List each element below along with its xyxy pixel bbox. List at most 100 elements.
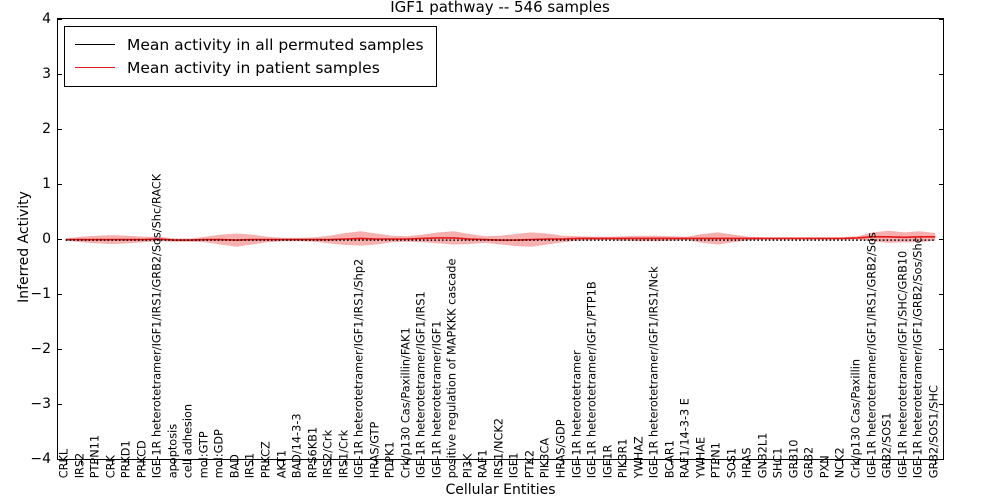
x-tick-label: BCAR1 <box>663 440 677 479</box>
x-tick-label: SHC1 <box>772 447 786 479</box>
y-tick-label: 3 <box>42 66 51 82</box>
y-tick-label: 4 <box>42 11 51 27</box>
y-tick-mark <box>57 404 62 405</box>
x-tick-mark <box>189 460 191 465</box>
x-tick-mark <box>640 460 642 465</box>
x-tick-label: HRAS/GTP <box>368 421 382 479</box>
confidence-band <box>65 230 936 247</box>
x-tick-mark <box>158 460 160 465</box>
x-tick-label: RAF1 <box>477 449 491 479</box>
x-tick-label: PIK3CA <box>539 437 553 479</box>
x-tick-label: mol:GTP <box>197 431 211 479</box>
x-tick-label: cell adhesion <box>182 403 196 479</box>
y-tick-mark <box>939 239 944 240</box>
y-tick-label: 1 <box>42 176 51 192</box>
x-tick-mark <box>764 460 766 465</box>
y-tick-mark <box>939 19 944 20</box>
y-tick-label: 0 <box>42 231 51 247</box>
x-tick-label: IGF-1R heterotetramer/IGF1/SHC/GRB10 <box>896 250 910 479</box>
x-tick-label: BAD <box>228 454 242 479</box>
x-tick-mark <box>686 460 688 465</box>
x-tick-label: mol:GDP <box>213 429 227 479</box>
x-tick-mark <box>873 460 875 465</box>
x-tick-mark <box>422 460 424 465</box>
x-tick-mark <box>531 460 533 465</box>
plot-area <box>57 18 944 460</box>
x-tick-mark <box>236 460 238 465</box>
x-tick-mark <box>500 460 502 465</box>
y-tick-mark <box>939 459 944 460</box>
x-tick-label: GNB2L1 <box>756 432 770 479</box>
x-tick-mark <box>733 460 735 465</box>
x-tick-label: PI3K <box>461 453 475 479</box>
x-tick-label: Crk/p130 Cas/Paxillin <box>849 358 863 479</box>
x-tick-mark <box>112 460 114 465</box>
y-tick-mark <box>939 294 944 295</box>
x-tick-label: IGF-1R heterotetramer <box>570 350 584 479</box>
x-tick-mark <box>547 460 549 465</box>
y-tick-mark <box>57 19 62 20</box>
x-tick-label: PRKD1 <box>119 440 133 479</box>
x-tick-mark <box>96 460 98 465</box>
x-tick-mark <box>795 460 797 465</box>
x-tick-label: RAF1/14-3-3 E <box>678 398 692 479</box>
x-tick-label: IGF1 <box>508 452 522 479</box>
x-tick-label: apoptosis <box>166 423 180 479</box>
legend-swatch-permuted <box>75 44 115 45</box>
y-axis-tick-labels: −4 −3 −2 −1 0 1 2 3 4 <box>0 11 51 467</box>
x-tick-label: IGF-1R heterotetramer/IGF1 <box>430 320 444 479</box>
x-tick-label: AKT1 <box>275 449 289 479</box>
x-tick-label: PXN <box>818 455 832 479</box>
x-tick-label: IGF-1R heterotetramer/IGF1/IRS1/Shp2 <box>352 258 366 479</box>
x-tick-mark <box>857 460 859 465</box>
x-tick-label: IRS2 <box>73 452 87 479</box>
legend-item-patient: Mean activity in patient samples <box>75 56 424 79</box>
x-tick-mark <box>345 460 347 465</box>
x-tick-label: GRB10 <box>787 439 801 479</box>
y-tick-label: 2 <box>42 121 51 137</box>
legend-swatch-patient <box>75 67 115 68</box>
y-tick-mark <box>57 74 62 75</box>
x-tick-label: GRB2/SOS1/SHC <box>927 385 941 479</box>
y-tick-mark <box>939 74 944 75</box>
x-tick-mark <box>919 460 921 465</box>
y-tick-label: −4 <box>30 451 51 467</box>
x-tick-label: IRS1/Crk <box>337 429 351 479</box>
x-tick-mark <box>407 460 409 465</box>
x-tick-mark <box>671 460 673 465</box>
x-tick-mark <box>562 460 564 465</box>
y-tick-mark <box>939 184 944 185</box>
y-tick-mark <box>57 129 62 130</box>
x-tick-label: IRS2/Crk <box>321 429 335 479</box>
x-tick-label: GRB2/SOS1 <box>880 412 894 479</box>
x-tick-label: PIK3R1 <box>616 438 630 479</box>
plot-clip <box>58 19 943 459</box>
x-tick-label: YWHAZ <box>632 436 646 479</box>
y-tick-mark <box>57 184 62 185</box>
y-tick-mark <box>57 239 62 240</box>
x-tick-mark <box>469 460 471 465</box>
y-tick-label: −3 <box>30 396 51 412</box>
x-tick-mark <box>252 460 254 465</box>
x-tick-label: IRS1 <box>244 452 258 479</box>
x-tick-mark <box>81 460 83 465</box>
x-tick-mark <box>748 460 750 465</box>
x-tick-label: PDPK1 <box>383 441 397 479</box>
x-tick-label: CRK <box>104 455 118 479</box>
x-tick-label: YWHAE <box>694 436 708 479</box>
x-tick-mark <box>935 460 937 465</box>
x-tick-label: PRKCZ <box>259 441 273 479</box>
x-tick-label: GRB2 <box>803 446 817 479</box>
y-tick-mark <box>939 129 944 130</box>
x-tick-label: IRS1/NCK2 <box>492 418 506 479</box>
x-tick-label: NCK2 <box>834 447 848 479</box>
x-tick-mark <box>65 460 67 465</box>
x-tick-label: HRAS <box>741 447 755 479</box>
x-tick-mark <box>267 460 269 465</box>
x-tick-mark <box>811 460 813 465</box>
x-tick-mark <box>578 460 580 465</box>
x-tick-mark <box>314 460 316 465</box>
x-tick-label: SOS1 <box>725 447 739 479</box>
x-tick-label: PTK2 <box>523 449 537 479</box>
